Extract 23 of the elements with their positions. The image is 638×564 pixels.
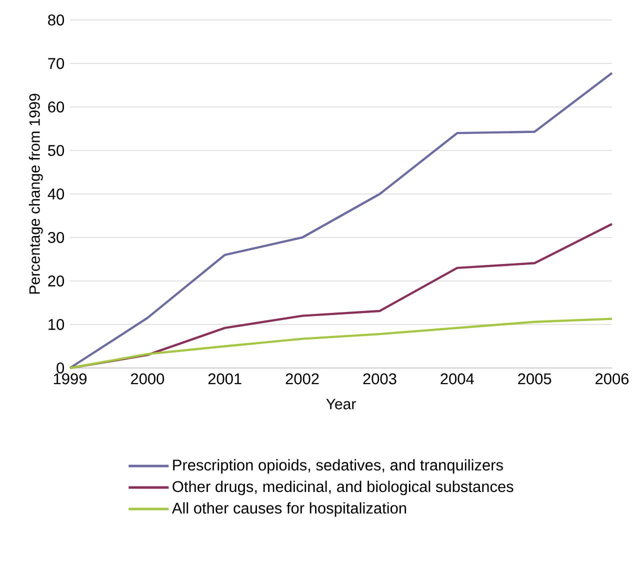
y-tick-label: 70 [48, 58, 64, 69]
x-tick-label: 1999 [54, 373, 87, 384]
y-tick-label: 30 [48, 232, 64, 243]
y-tick-label: 10 [48, 318, 64, 330]
x-tick-label: 2005 [518, 373, 552, 384]
x-axis-title: Year [326, 398, 356, 410]
y-tick-label: 60 [48, 101, 64, 112]
line-series [68, 72, 614, 370]
y-tick-label: 40 [48, 188, 64, 200]
x-tick-label: 2004 [440, 373, 474, 384]
y-axis-title: Percentage change from 1999 [28, 94, 43, 294]
x-tick-label: 2003 [363, 373, 396, 384]
legend-label: Other drugs, medicinal, and biological substances [172, 480, 514, 496]
y-tick-label: 50 [48, 144, 64, 156]
y-tick-label: 20 [48, 275, 64, 286]
x-tick-label: 2006 [596, 373, 629, 384]
x-tick-label: 2001 [208, 373, 242, 384]
y-tick-label: 80 [48, 14, 64, 26]
x-tick-label: 2000 [130, 373, 164, 384]
legend-label: Prescription opioids, sedatives, and tranquilizers [173, 459, 503, 474]
x-tick-label: 2002 [286, 373, 319, 384]
legend-label: All other causes for hospitalization [172, 502, 406, 517]
y-tick-label: 0 [56, 362, 64, 374]
